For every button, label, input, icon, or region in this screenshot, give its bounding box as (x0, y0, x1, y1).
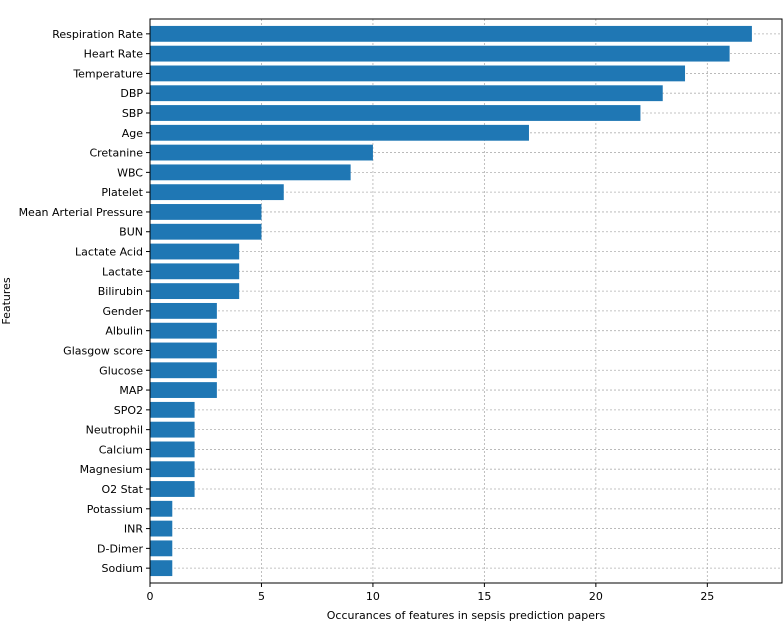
x-tick-label: 5 (258, 590, 265, 603)
y-tick-label: D-Dimer (97, 542, 143, 555)
bar (150, 382, 217, 398)
y-tick-label: Calcium (99, 443, 143, 456)
bar (150, 560, 173, 577)
bar (150, 45, 730, 62)
y-tick-label: SPO2 (114, 404, 143, 417)
x-axis-label: Occurances of features in sepsis predict… (327, 609, 606, 622)
y-tick-label: Lactate (102, 265, 143, 278)
y-axis-label: Features (0, 277, 13, 325)
bar (150, 322, 217, 339)
x-tick-label: 15 (477, 590, 491, 603)
bar (150, 124, 529, 141)
y-tick-label: Heart Rate (84, 48, 144, 61)
bar (150, 283, 240, 300)
y-tick-label: Mean Arterial Pressure (19, 206, 144, 219)
bar (150, 342, 217, 359)
y-tick-label: Respiration Rate (52, 28, 143, 41)
y-tick-label: Gender (102, 305, 143, 318)
bar (150, 362, 217, 379)
bar (150, 144, 373, 161)
y-tick-label: MAP (119, 384, 143, 397)
y-tick-label: DBP (120, 87, 143, 100)
x-tick-label: 20 (589, 590, 603, 603)
bar (150, 302, 217, 319)
bar (150, 461, 195, 478)
y-tick-label: Age (122, 127, 144, 140)
y-tick-label: Albulin (105, 325, 143, 338)
y-tick-label: Lactate Acid (75, 246, 143, 259)
bar (150, 65, 686, 82)
y-tick-label: Platelet (101, 186, 143, 199)
y-tick-label: Sodium (102, 562, 143, 575)
bar (150, 184, 284, 201)
y-tick-label: Neutrophil (86, 424, 143, 437)
bars (150, 25, 752, 577)
x-tick-labels: 0 5 10 15 20 25 (147, 583, 714, 603)
bar (150, 25, 752, 42)
bar (150, 401, 195, 418)
y-tick-labels: Respiration Rate Heart Rate Temperature DBP… (19, 28, 150, 575)
bar (150, 263, 240, 280)
bar (150, 164, 351, 181)
y-tick-label: Potassium (87, 503, 143, 516)
grid (149, 19, 782, 583)
y-tick-label: O2 Stat (101, 483, 143, 496)
bar (150, 540, 173, 557)
y-tick-label: Bilirubin (98, 285, 143, 298)
bar (150, 85, 663, 102)
y-tick-label: Cretanine (89, 147, 143, 160)
y-tick-label: WBC (117, 166, 143, 179)
bar (150, 481, 195, 497)
y-tick-label: SBP (122, 107, 144, 120)
bar (150, 441, 195, 458)
bar (150, 520, 173, 537)
y-tick-label: INR (124, 523, 143, 536)
plot-frame (149, 18, 783, 584)
bar (150, 500, 173, 517)
x-tick-label: 0 (147, 590, 154, 603)
bar (150, 105, 641, 121)
y-tick-label: Magnesium (80, 463, 143, 476)
x-tick-label: 25 (700, 590, 714, 603)
bar (150, 223, 262, 240)
y-tick-label: Temperature (72, 67, 143, 80)
bar (150, 243, 240, 260)
bar (150, 204, 262, 220)
y-tick-label: Glasgow score (63, 344, 143, 357)
bar (150, 421, 195, 438)
y-tick-label: Glucose (99, 364, 143, 377)
x-tick-label: 10 (366, 590, 380, 603)
y-tick-label: BUN (119, 226, 143, 239)
